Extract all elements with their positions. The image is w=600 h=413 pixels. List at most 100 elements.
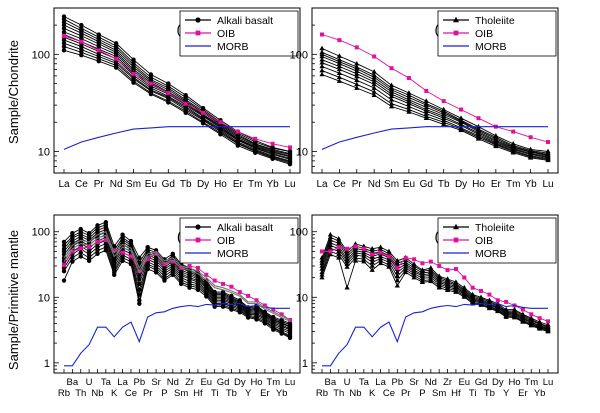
data-point — [170, 259, 175, 264]
data-point — [369, 256, 375, 262]
data-point — [369, 259, 375, 265]
series-line — [63, 231, 291, 321]
data-point — [201, 110, 206, 115]
data-point — [388, 93, 395, 99]
y-tick-label: 100 — [32, 49, 50, 61]
data-point — [395, 265, 400, 270]
data-point — [377, 258, 384, 263]
x-tick-label: Th — [75, 388, 86, 399]
data-point — [371, 85, 377, 90]
data-point — [319, 45, 325, 51]
legend-label: MORB — [475, 41, 507, 53]
x-tick-label: Nd — [368, 179, 381, 190]
data-point — [386, 248, 392, 254]
data-point — [354, 45, 359, 50]
x-tick-label: Er — [518, 388, 528, 399]
data-point — [319, 56, 325, 62]
series-line — [321, 74, 549, 161]
data-point — [61, 48, 67, 53]
x-tick-label: Nd — [167, 377, 179, 388]
x-tick-label: Er — [233, 179, 244, 190]
data-point — [61, 278, 67, 283]
data-point — [95, 239, 100, 244]
data-point — [336, 74, 342, 80]
plot-frame — [53, 214, 301, 374]
data-point — [320, 32, 324, 37]
x-tick-label: P — [419, 388, 425, 399]
data-point — [78, 254, 83, 259]
data-point — [62, 263, 66, 268]
data-point — [166, 100, 171, 105]
x-tick-label: Tm — [524, 377, 538, 388]
x-tick-label: Pr — [94, 179, 105, 190]
data-point — [131, 80, 136, 85]
data-point — [137, 301, 142, 306]
x-tick-label: La — [58, 179, 70, 190]
x-tick-label: Nd — [110, 179, 123, 190]
data-point — [327, 245, 333, 251]
series-line — [322, 303, 548, 367]
x-tick-label: K — [111, 388, 118, 399]
x-tick-label: Tm — [266, 377, 280, 388]
data-point — [419, 279, 426, 284]
series-line — [63, 24, 291, 155]
panel-2: 110100RbBaThUNbTaKLaCePbPrSrPNdSmZrHfEuT… — [32, 214, 301, 399]
series-line — [321, 53, 549, 155]
data-point — [131, 71, 136, 76]
data-point — [328, 249, 333, 254]
series-line — [63, 18, 291, 152]
data-point — [262, 303, 267, 308]
y-tick-label: 1 — [302, 358, 308, 370]
data-point — [528, 155, 534, 160]
series-line — [321, 59, 549, 157]
x-tick-label: Lu — [543, 377, 554, 388]
data-point — [406, 103, 412, 109]
data-point — [445, 268, 450, 273]
data-point — [503, 314, 509, 319]
legend-marker — [195, 224, 201, 230]
data-point — [253, 150, 258, 155]
data-point — [288, 318, 292, 323]
data-point — [354, 60, 360, 66]
data-point — [70, 255, 75, 261]
series-line — [63, 249, 291, 339]
data-point — [79, 39, 84, 44]
x-tick-label: Er — [260, 388, 270, 399]
data-point — [113, 65, 119, 70]
data-point — [406, 76, 411, 81]
x-tick-label: Tb — [438, 179, 450, 190]
data-point — [162, 278, 167, 283]
data-point — [369, 245, 375, 251]
data-point — [511, 129, 516, 134]
x-tick-label: Ce — [333, 179, 346, 190]
data-point — [441, 121, 447, 127]
data-point — [444, 287, 451, 293]
x-tick-label: Sm — [432, 388, 446, 399]
data-point — [70, 249, 75, 254]
data-point — [148, 91, 154, 97]
series-line — [321, 253, 549, 333]
x-tick-label: Ti — [211, 388, 219, 399]
data-point — [166, 90, 171, 95]
data-point — [453, 289, 459, 294]
x-tick-label: Gd — [420, 179, 433, 190]
data-point — [319, 272, 325, 277]
x-tick-label: Dy — [234, 377, 246, 388]
x-tick-label: Ho — [214, 179, 227, 190]
data-point — [545, 328, 551, 334]
series-line — [63, 239, 291, 321]
data-point — [128, 254, 133, 259]
series-line — [321, 239, 549, 328]
data-point — [79, 52, 84, 58]
series-line — [63, 246, 291, 338]
data-point — [371, 81, 377, 87]
data-point — [344, 264, 350, 269]
x-tick-label: Hf — [451, 388, 461, 399]
data-point — [253, 136, 258, 141]
data-point — [461, 294, 467, 299]
data-point — [394, 269, 400, 275]
data-point — [112, 272, 117, 278]
data-point — [262, 321, 268, 326]
data-point — [114, 56, 119, 61]
data-point — [420, 261, 425, 266]
